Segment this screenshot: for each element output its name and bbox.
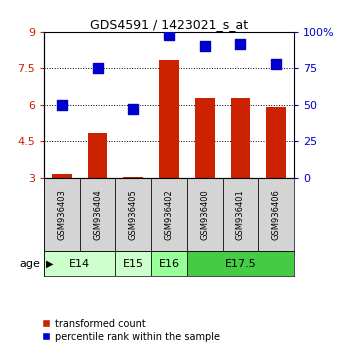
Point — [202, 44, 208, 49]
Text: ▶: ▶ — [46, 258, 53, 269]
Text: E15: E15 — [123, 258, 144, 269]
Bar — [52, 174, 72, 178]
Legend: transformed count, percentile rank within the sample: transformed count, percentile rank withi… — [39, 315, 224, 346]
Text: E14: E14 — [69, 258, 90, 269]
Text: GSM936406: GSM936406 — [272, 189, 281, 240]
Text: E16: E16 — [159, 258, 179, 269]
FancyBboxPatch shape — [151, 178, 187, 251]
Point — [95, 65, 100, 71]
FancyBboxPatch shape — [80, 178, 115, 251]
FancyBboxPatch shape — [115, 251, 151, 276]
FancyBboxPatch shape — [258, 178, 294, 251]
Bar — [266, 107, 286, 178]
Point — [59, 102, 65, 108]
Text: GSM936405: GSM936405 — [129, 189, 138, 240]
Point — [166, 32, 172, 38]
Text: GSM936402: GSM936402 — [165, 189, 173, 240]
Point — [273, 61, 279, 67]
FancyBboxPatch shape — [151, 251, 187, 276]
FancyBboxPatch shape — [223, 178, 258, 251]
Text: age: age — [20, 258, 41, 269]
Text: GSM936400: GSM936400 — [200, 189, 209, 240]
FancyBboxPatch shape — [187, 251, 294, 276]
Title: GDS4591 / 1423021_s_at: GDS4591 / 1423021_s_at — [90, 18, 248, 31]
FancyBboxPatch shape — [44, 178, 80, 251]
Text: E17.5: E17.5 — [224, 258, 256, 269]
FancyBboxPatch shape — [44, 251, 115, 276]
Bar — [231, 98, 250, 178]
Text: GSM936403: GSM936403 — [57, 189, 66, 240]
FancyBboxPatch shape — [115, 178, 151, 251]
FancyBboxPatch shape — [187, 178, 223, 251]
Bar — [195, 98, 215, 178]
Text: GSM936401: GSM936401 — [236, 189, 245, 240]
Bar — [159, 60, 179, 178]
Bar — [88, 133, 107, 178]
Point — [238, 41, 243, 46]
Point — [130, 107, 136, 112]
Bar — [123, 177, 143, 178]
Text: GSM936404: GSM936404 — [93, 189, 102, 240]
